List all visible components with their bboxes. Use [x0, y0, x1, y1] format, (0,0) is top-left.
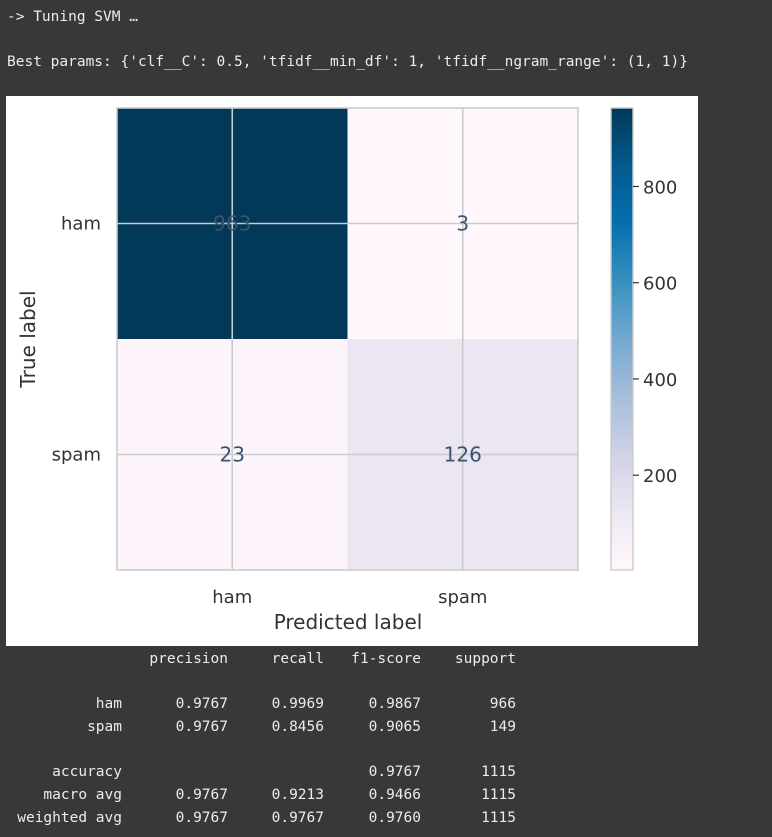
plot-frame	[116, 107, 579, 571]
x-axis-label: Predicted label	[274, 610, 423, 634]
x-tick-label: spam	[438, 587, 487, 608]
report-precision-value: 0.9767	[175, 810, 228, 826]
report-precision-value: 0.9767	[175, 696, 228, 712]
f1-score-header: f1-score	[351, 651, 421, 667]
report-row-label: ham	[95, 696, 122, 712]
report-support-value: 149	[489, 719, 516, 735]
report-f1-value: 0.9760	[368, 810, 421, 826]
colorbar-tick-label: 800	[643, 177, 677, 198]
precision-header: precision	[149, 651, 228, 667]
x-tick-label: ham	[212, 587, 252, 608]
support-header: support	[454, 651, 516, 667]
report-recall-value: 0.9213	[271, 787, 324, 803]
report-support-value: 1115	[481, 787, 516, 803]
y-tick-label: spam	[52, 445, 101, 466]
cell-value-label: 963	[213, 212, 251, 236]
cell-value-label: 23	[220, 443, 245, 467]
report-row-label: macro avg	[43, 787, 122, 803]
colorbar	[610, 107, 634, 571]
confusion-matrix-figure: 963 3 23 126 ham spam ham spam Predicted label…	[6, 96, 698, 646]
cell-value-label: 3	[456, 212, 469, 236]
report-support-value: 966	[489, 696, 516, 712]
colorbar-tick-label: 400	[643, 370, 677, 391]
report-precision-value: 0.9767	[175, 787, 228, 803]
colorbar-tick-label: 600	[643, 274, 677, 295]
report-row-label: weighted avg	[17, 810, 122, 826]
confusion-matrix-chart: 963 3 23 126 ham spam ham spam Predicted label…	[16, 107, 677, 634]
best-params-line: Best params: {'clf__C': 0.5, 'tfidf__min…	[7, 54, 688, 70]
report-row-label: spam	[87, 719, 122, 735]
classification-report: precision recall f1-score support ham 0.9767 0…	[0, 648, 772, 837]
report-recall-value: 0.8456	[271, 719, 324, 735]
y-tick-label: ham	[61, 214, 101, 235]
tuning-status-line: -> Tuning SVM …	[7, 9, 138, 25]
y-axis-label: True label	[16, 290, 40, 388]
recall-header: recall	[271, 651, 324, 667]
report-f1-value: 0.9466	[368, 787, 421, 803]
report-f1-value: 0.9767	[368, 764, 421, 780]
colorbar-tick-label: 200	[643, 466, 677, 487]
report-support-value: 1115	[481, 764, 516, 780]
report-recall-value: 0.9969	[271, 696, 324, 712]
report-f1-value: 0.9065	[368, 719, 421, 735]
report-support-value: 1115	[481, 810, 516, 826]
report-row-label: accuracy	[52, 764, 122, 780]
report-precision-value: 0.9767	[175, 719, 228, 735]
cell-value-label: 126	[444, 443, 482, 467]
report-recall-value: 0.9767	[271, 810, 324, 826]
report-f1-value: 0.9867	[368, 696, 421, 712]
